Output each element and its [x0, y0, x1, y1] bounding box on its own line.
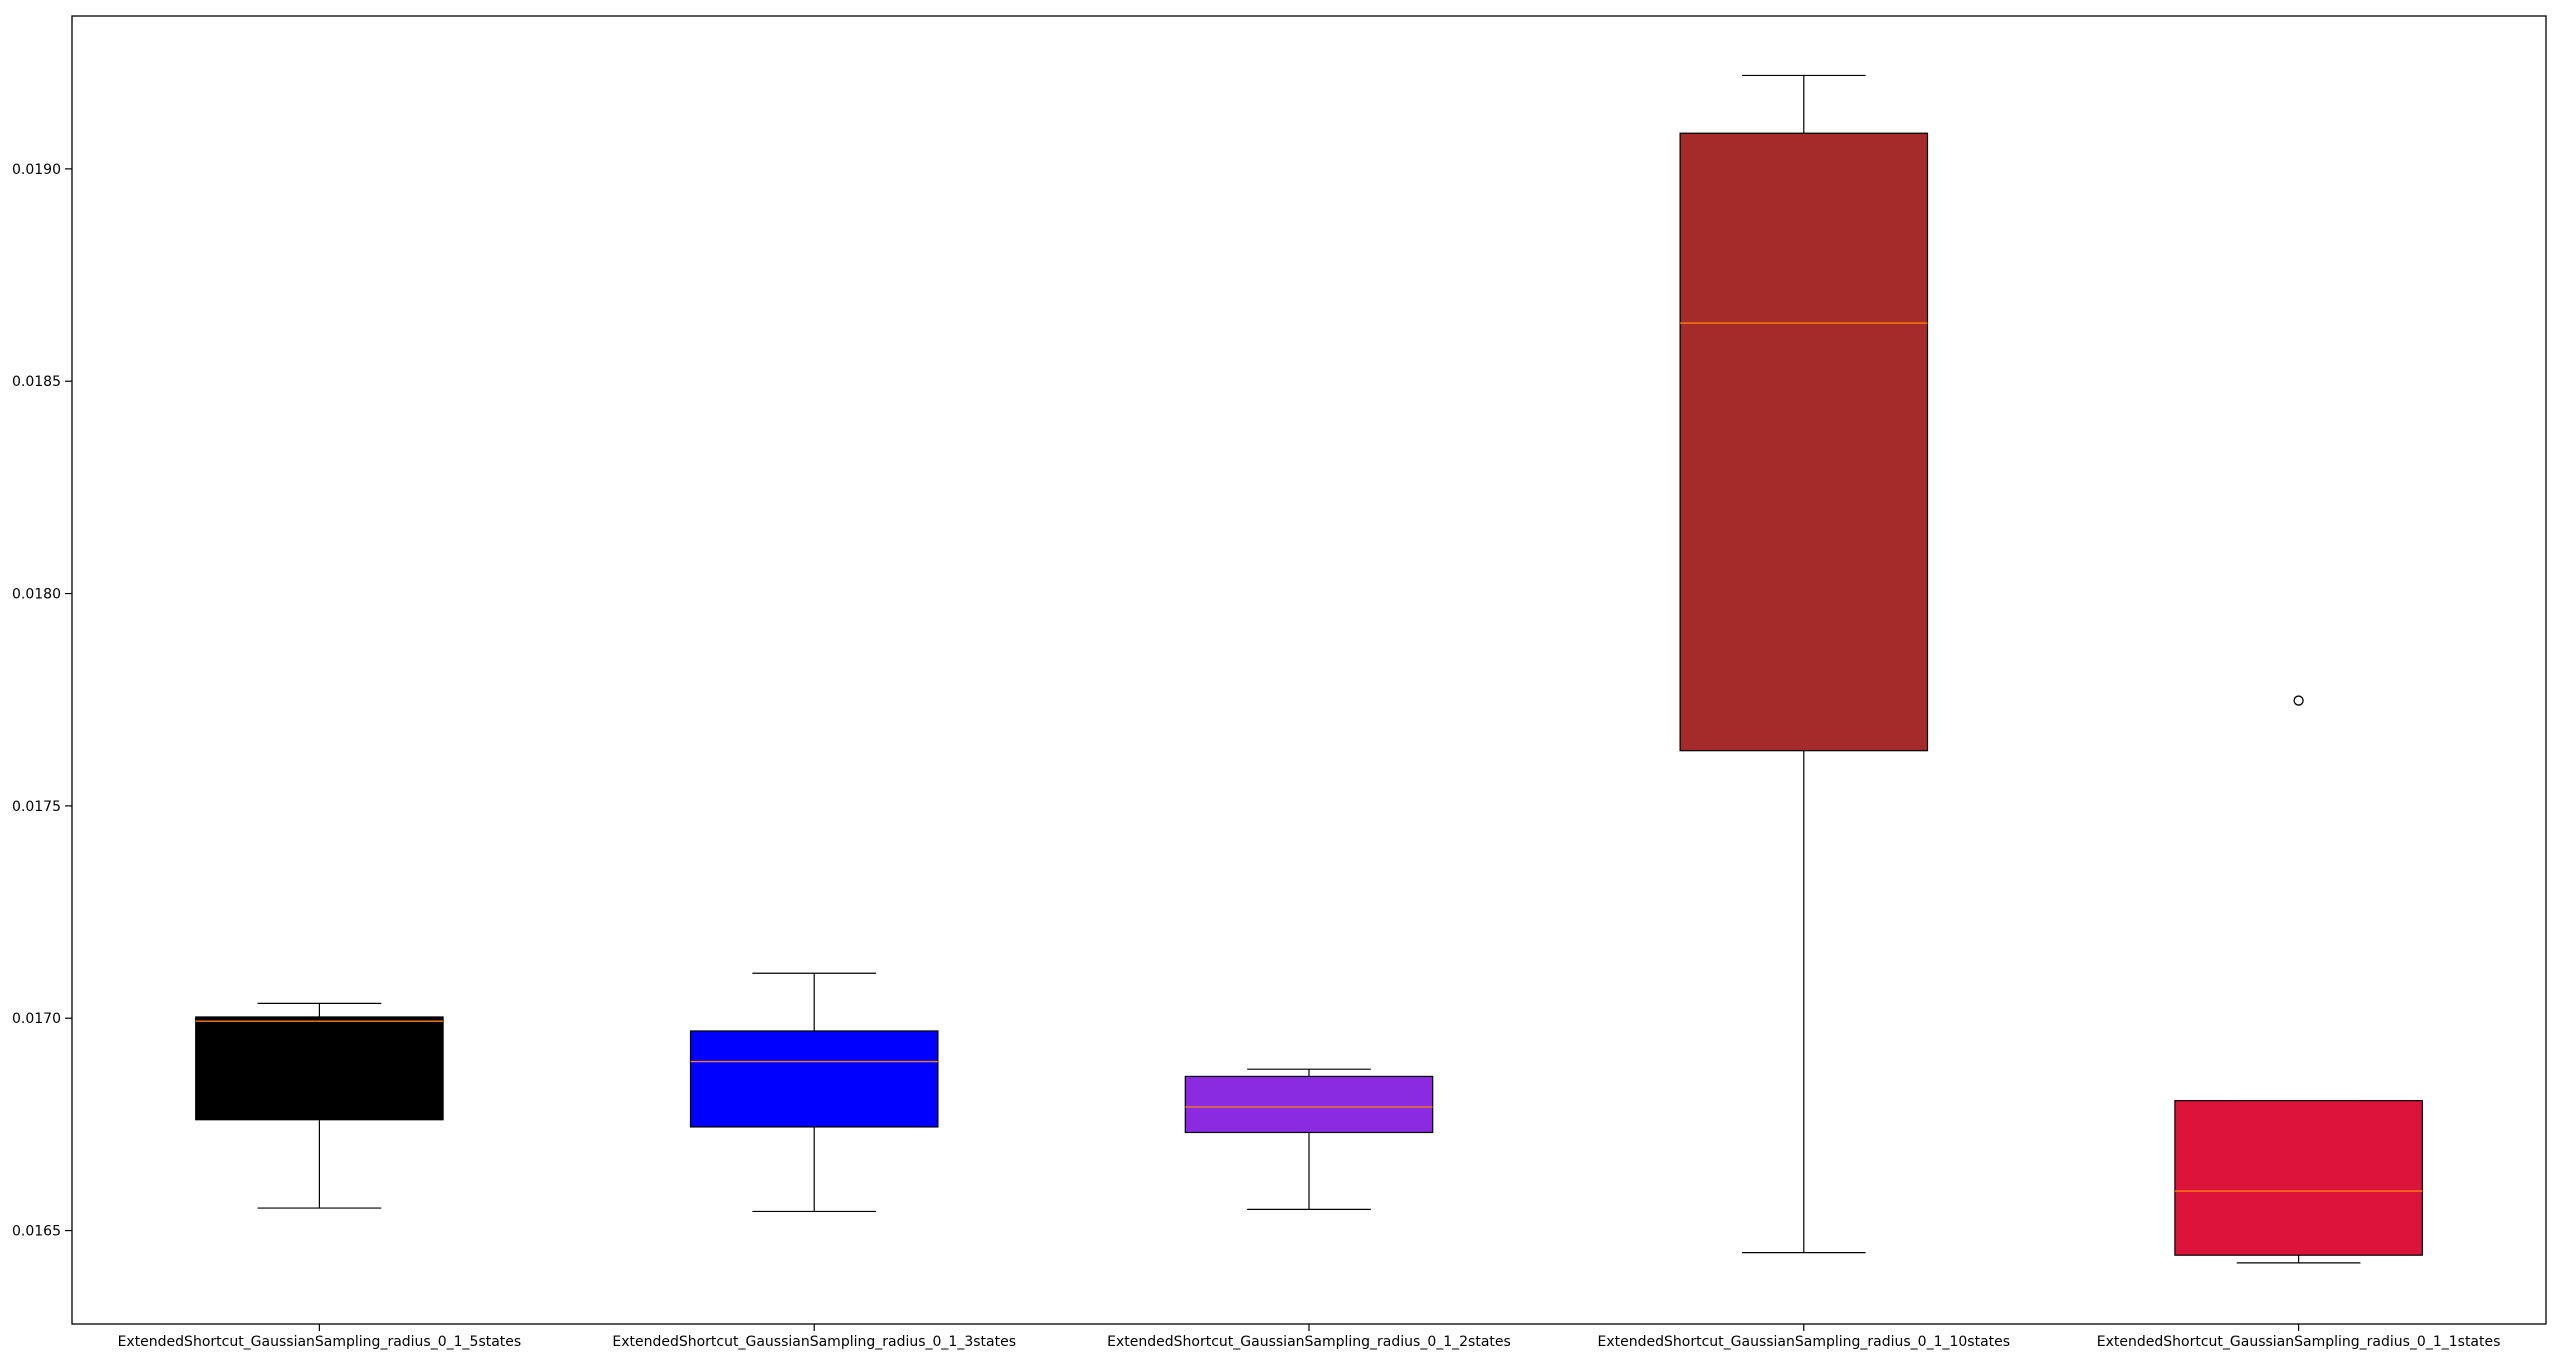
box-body	[2174, 1100, 2423, 1256]
x-tick-label: ExtendedShortcut_GaussianSampling_radius…	[118, 1334, 522, 1350]
box-group	[689, 972, 939, 1213]
box-body	[1679, 132, 1929, 752]
box-body	[1184, 1075, 1434, 1134]
x-axis: ExtendedShortcut_GaussianSampling_radius…	[118, 1324, 2501, 1350]
boxes-layer	[195, 74, 2423, 1264]
plot-frame	[71, 15, 2547, 1325]
y-axis: 0.0165 0.0170 0.0175 0.0180 0.0185 0.0190	[12, 162, 72, 1240]
box-group	[1679, 74, 1929, 1254]
box-group	[195, 1002, 444, 1209]
box-body	[689, 1030, 939, 1128]
box-body	[195, 1016, 444, 1121]
y-tick-label: 0.0190	[12, 162, 61, 178]
y-tick-label: 0.0165	[12, 1224, 61, 1240]
outlier-point	[2293, 695, 2304, 706]
x-tick-label: ExtendedShortcut_GaussianSampling_radius…	[1107, 1334, 1511, 1350]
x-tick-label: ExtendedShortcut_GaussianSampling_radius…	[612, 1334, 1016, 1350]
x-tick-label: ExtendedShortcut_GaussianSampling_radius…	[1598, 1334, 2011, 1350]
y-tick-label: 0.0175	[12, 799, 61, 815]
y-tick-label: 0.0185	[12, 374, 61, 390]
x-tick-label: ExtendedShortcut_GaussianSampling_radius…	[2097, 1334, 2501, 1350]
y-tick-label: 0.0180	[12, 587, 61, 603]
y-tick-label: 0.0170	[12, 1011, 61, 1027]
box-group	[1184, 1068, 1434, 1210]
box-group	[2174, 695, 2423, 1264]
